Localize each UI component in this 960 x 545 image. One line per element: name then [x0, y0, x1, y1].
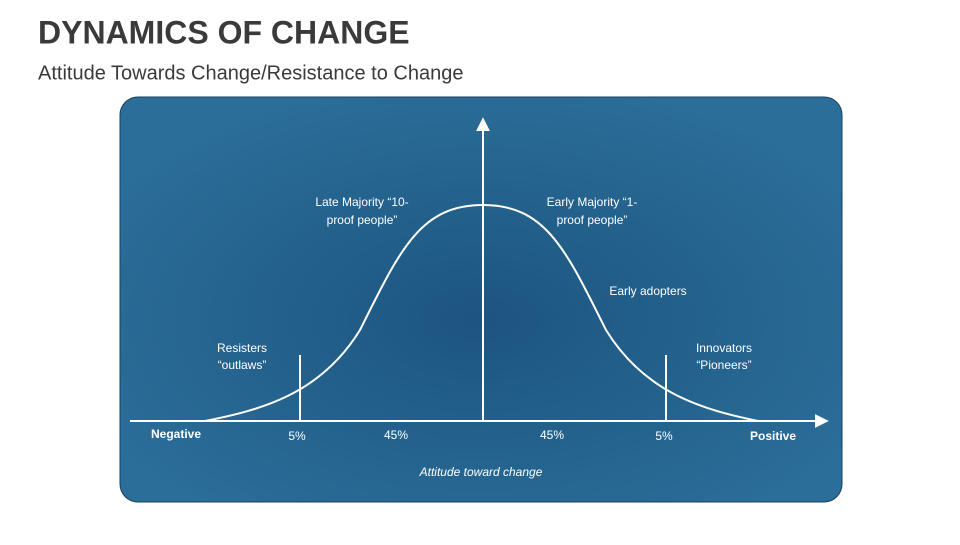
- group-label: Innovators: [696, 341, 752, 355]
- title: DYNAMICS OF CHANGE: [38, 14, 410, 50]
- share-label: 5%: [655, 429, 673, 443]
- group-label: Late Majority “10-: [315, 195, 408, 209]
- group-label: “outlaws”: [218, 358, 267, 372]
- subtitle: Attitude Towards Change/Resistance to Ch…: [38, 62, 463, 84]
- group-label: Early Majority “1-: [547, 195, 638, 209]
- share-label: 5%: [288, 429, 306, 443]
- group-label: “Pioneers”: [696, 358, 751, 372]
- axis-end-label: Negative: [151, 427, 201, 441]
- share-label: 45%: [384, 428, 408, 442]
- share-label: 45%: [540, 428, 564, 442]
- axis-title: Attitude toward change: [419, 465, 543, 479]
- group-label: proof people”: [557, 213, 628, 227]
- group-label: Resisters: [217, 341, 267, 355]
- group-label: Early adopters: [609, 284, 686, 298]
- panel: [119, 96, 843, 503]
- bell-curve: [204, 203, 759, 422]
- group-label: proof people”: [327, 213, 398, 227]
- axis-end-label: Positive: [750, 429, 796, 443]
